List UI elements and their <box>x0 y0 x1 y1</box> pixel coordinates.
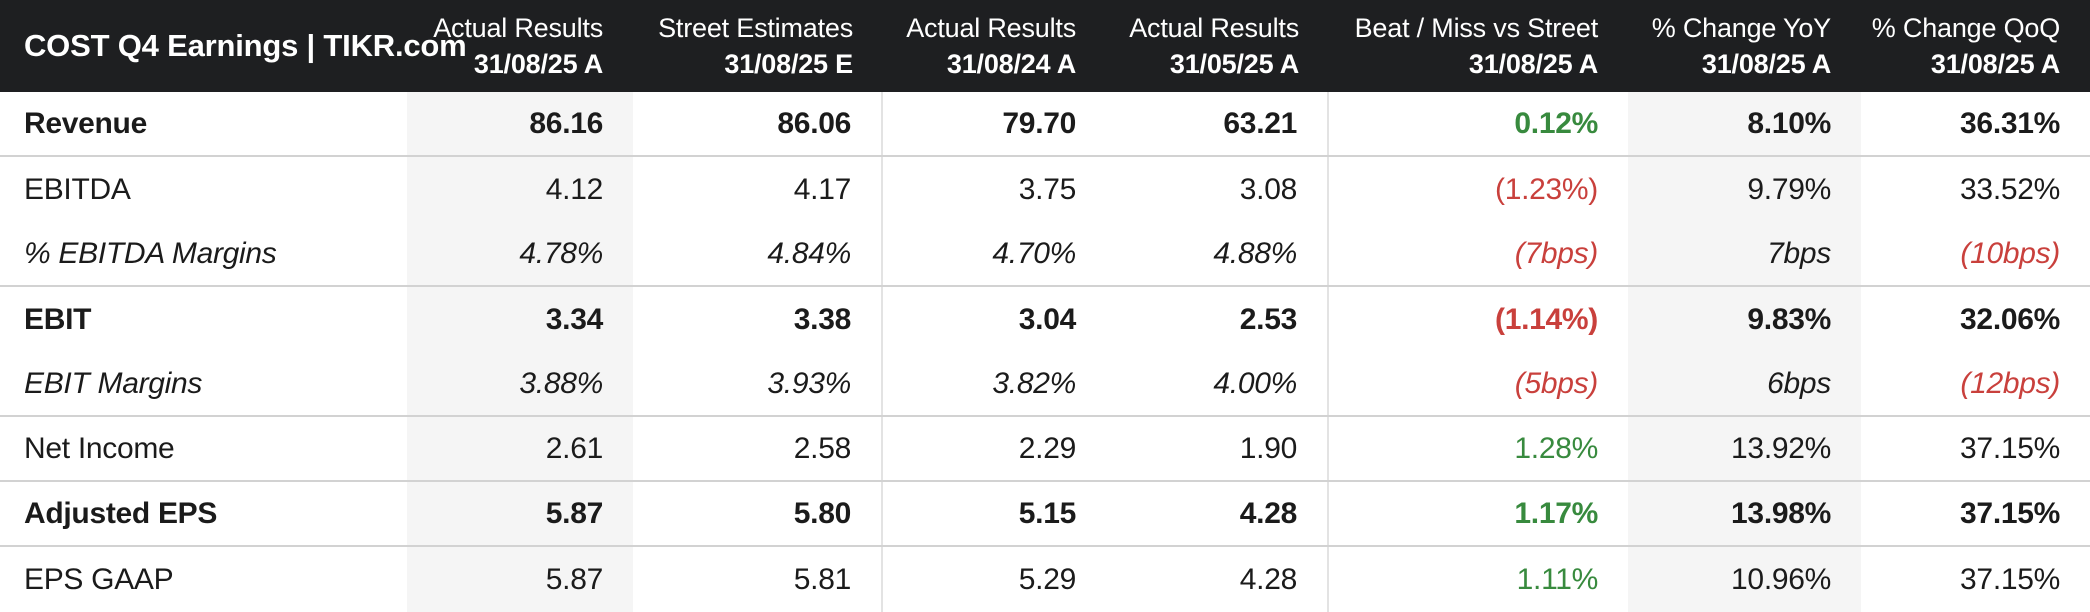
cell-value: 4.78% <box>407 222 633 285</box>
cell-value: 6bps <box>1628 352 1861 415</box>
cell-value: 63.21 <box>1106 92 1329 155</box>
cell-value: 1.28% <box>1514 431 1598 465</box>
cell-value: 1.11% <box>1516 562 1599 596</box>
column-header: Actual Results 31/08/24 A <box>883 0 1106 92</box>
cell-value: 37.15% <box>1960 496 2060 530</box>
column-label: % Change QoQ <box>1871 12 2060 43</box>
cell-value: (1.14%) <box>1495 302 1598 336</box>
table-row: Net Income 2.61 2.58 2.29 1.90 1.28% 13.92% 37.… <box>0 417 2090 482</box>
column-label: % Change YoY <box>1651 12 1831 43</box>
column-date: 31/08/24 A <box>946 48 1076 79</box>
row-label: EPS GAAP <box>24 562 174 596</box>
cell-value: (12bps) <box>1960 366 2060 400</box>
row-label: EBITDA <box>24 172 131 206</box>
cell-value: 3.93% <box>633 352 883 415</box>
cell-value: 3.38 <box>633 287 883 352</box>
column-label: Actual Results <box>906 12 1076 43</box>
cell-value: 13.98% <box>1628 482 1861 545</box>
column-label: Actual Results <box>433 12 603 43</box>
cell-value: 86.06 <box>633 92 883 155</box>
cell-value: 7bps <box>1628 222 1861 285</box>
cell-value: 4.28 <box>1106 547 1329 612</box>
cell-value: 1.17% <box>1514 496 1598 530</box>
column-date: 31/08/25 A <box>1930 48 2060 79</box>
cell-value: 3.82% <box>992 366 1076 400</box>
table-title: COST Q4 Earnings | TIKR.com <box>24 28 467 63</box>
cell-value: 86.16 <box>407 92 633 155</box>
cell-value: 37.15% <box>1960 431 2060 465</box>
cell-value: 4.70% <box>992 236 1076 270</box>
cell-value: 4.88% <box>1106 222 1329 285</box>
cell-value: 3.88% <box>407 352 633 415</box>
cell-value: (10bps) <box>1960 236 2060 270</box>
table-row: EBITDA 4.12 4.17 3.75 3.08 (1.23%) 9.79% 33.52% <box>0 157 2090 222</box>
column-date: 31/08/25 E <box>724 48 853 79</box>
cell-value: 9.83% <box>1628 287 1861 352</box>
cell-value: 4.84% <box>633 222 883 285</box>
column-date: 31/08/25 A <box>473 48 603 79</box>
row-label: EBIT <box>24 302 92 336</box>
cell-value: 5.87 <box>407 482 633 545</box>
header-bar: COST Q4 Earnings | TIKR.com Actual Resul… <box>0 0 2090 92</box>
column-header: % Change YoY 31/08/25 A <box>1628 0 1861 92</box>
cell-value: 2.29 <box>1018 431 1077 465</box>
cell-value: 13.92% <box>1628 417 1861 480</box>
cell-value: 4.28 <box>1106 482 1329 545</box>
cell-value: 3.08 <box>1106 157 1329 222</box>
cell-value: 4.17 <box>633 157 883 222</box>
column-header: Actual Results 31/05/25 A <box>1106 0 1329 92</box>
table-row: % EBITDA Margins 4.78% 4.84% 4.70% 4.88% (7bp… <box>0 222 2090 287</box>
cell-value: 4.00% <box>1106 352 1329 415</box>
cell-value: 33.52% <box>1960 172 2060 206</box>
column-label: Beat / Miss vs Street <box>1354 12 1599 43</box>
cell-value: (1.23%) <box>1495 172 1598 206</box>
column-header: Beat / Miss vs Street 31/08/25 A <box>1329 0 1628 92</box>
table-row: Adjusted EPS 5.87 5.80 5.15 4.28 1.17% 13.98% 3… <box>0 482 2090 547</box>
row-label: % EBITDA Margins <box>24 236 277 270</box>
table-row: EPS GAAP 5.87 5.81 5.29 4.28 1.11% 10.96% 37.15… <box>0 547 2090 612</box>
row-label: Adjusted EPS <box>24 496 218 530</box>
table-row: Revenue 86.16 86.06 79.70 63.21 0.12% 8.10% 36.… <box>0 92 2090 157</box>
cell-value: 0.12% <box>1514 106 1598 140</box>
cell-value: 10.96% <box>1628 547 1861 612</box>
column-date: 31/05/25 A <box>1169 48 1299 79</box>
cell-value: 5.29 <box>1018 562 1077 596</box>
cell-value: 3.75 <box>1018 172 1077 206</box>
cell-value: 2.53 <box>1106 287 1329 352</box>
cell-value: 4.12 <box>407 157 633 222</box>
cell-value: 8.10% <box>1628 92 1861 155</box>
cell-value: 5.81 <box>633 547 883 612</box>
column-label: Actual Results <box>1129 12 1299 43</box>
column-header: Street Estimates 31/08/25 E <box>633 0 883 92</box>
column-header: % Change QoQ 31/08/25 A <box>1861 0 2090 92</box>
cell-value: 3.34 <box>407 287 633 352</box>
cell-value: (5bps) <box>1514 366 1599 400</box>
table-row: EBIT Margins 3.88% 3.93% 3.82% 4.00% (5bps) 6b… <box>0 352 2090 417</box>
cell-value: (7bps) <box>1514 236 1599 270</box>
cell-value: 36.31% <box>1960 106 2060 140</box>
cell-value: 2.61 <box>407 417 633 480</box>
column-date: 31/08/25 A <box>1701 48 1831 79</box>
column-header: Actual Results 31/08/25 A <box>407 0 633 92</box>
row-label: EBIT Margins <box>24 366 203 400</box>
cell-value: 3.04 <box>1018 302 1077 336</box>
row-label: Revenue <box>24 106 147 140</box>
cell-value: 37.15% <box>1960 562 2060 596</box>
cell-value: 5.80 <box>633 482 883 545</box>
table-body: Revenue 86.16 86.06 79.70 63.21 0.12% 8.10% 36.… <box>0 92 2090 612</box>
cell-value: 9.79% <box>1628 157 1861 222</box>
cell-value: 1.90 <box>1106 417 1329 480</box>
column-date: 31/08/25 A <box>1468 48 1598 79</box>
cell-value: 5.87 <box>407 547 633 612</box>
cell-value: 79.70 <box>1002 106 1076 140</box>
cell-value: 2.58 <box>633 417 883 480</box>
row-label: Net Income <box>24 431 175 465</box>
cell-value: 32.06% <box>1960 302 2060 336</box>
table-row: EBIT 3.34 3.38 3.04 2.53 (1.14%) 9.83% 32.06% <box>0 287 2090 352</box>
cell-value: 5.15 <box>1018 496 1077 530</box>
column-label: Street Estimates <box>658 12 853 43</box>
